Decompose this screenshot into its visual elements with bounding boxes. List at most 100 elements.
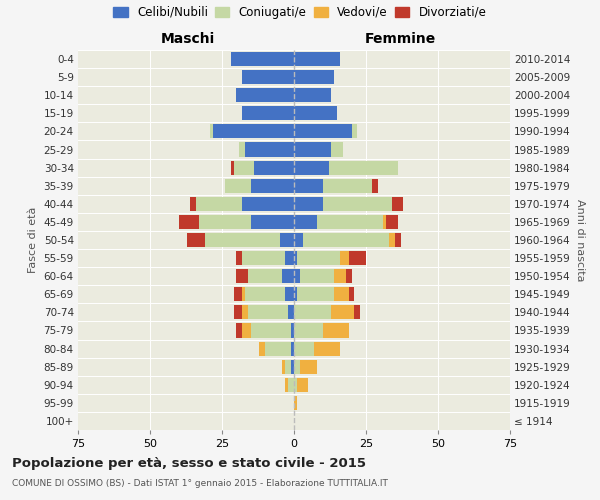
Bar (242, 287, 245, 302)
Bar (349, 251, 366, 265)
Bar (389, 233, 395, 247)
Bar (323, 178, 372, 193)
Bar (280, 233, 294, 247)
Bar (251, 178, 294, 193)
Bar (294, 306, 331, 320)
Bar (248, 269, 283, 283)
Text: Popolazione per età, sesso e stato civile - 2015: Popolazione per età, sesso e stato civil… (12, 458, 366, 470)
Y-axis label: Anni di nascita: Anni di nascita (575, 198, 585, 281)
Bar (236, 251, 242, 265)
Bar (294, 396, 297, 410)
Bar (302, 233, 389, 247)
Bar (294, 142, 331, 156)
Bar (392, 197, 403, 211)
Bar (294, 269, 300, 283)
Bar (254, 160, 294, 174)
Bar (242, 306, 248, 320)
Bar (334, 287, 349, 302)
Bar (294, 124, 352, 138)
Bar (329, 160, 398, 174)
Bar (352, 124, 358, 138)
Bar (294, 251, 297, 265)
Bar (248, 306, 288, 320)
Bar (300, 269, 334, 283)
Bar (297, 287, 334, 302)
Bar (242, 106, 294, 120)
Text: Femmine: Femmine (365, 32, 436, 46)
Bar (283, 360, 286, 374)
Bar (286, 287, 294, 302)
Bar (349, 287, 355, 302)
Bar (239, 142, 245, 156)
Bar (242, 251, 286, 265)
Bar (294, 106, 337, 120)
Bar (286, 378, 288, 392)
Bar (236, 269, 248, 283)
Bar (199, 215, 251, 229)
Y-axis label: Fasce di età: Fasce di età (28, 207, 38, 273)
Bar (251, 215, 294, 229)
Bar (283, 269, 294, 283)
Bar (291, 360, 294, 374)
Bar (242, 197, 294, 211)
Bar (211, 124, 214, 138)
Bar (230, 52, 294, 66)
Bar (251, 324, 291, 338)
Bar (286, 360, 291, 374)
Bar (294, 197, 323, 211)
Bar (386, 215, 398, 229)
Bar (294, 70, 334, 84)
Bar (294, 215, 317, 229)
Text: Maschi: Maschi (160, 32, 215, 46)
Bar (242, 70, 294, 84)
Bar (300, 360, 317, 374)
Bar (225, 178, 251, 193)
Bar (288, 378, 294, 392)
Bar (334, 269, 346, 283)
Bar (323, 197, 392, 211)
Bar (294, 52, 340, 66)
Bar (294, 342, 314, 355)
Bar (294, 378, 297, 392)
Bar (294, 233, 302, 247)
Bar (294, 178, 323, 193)
Bar (294, 360, 300, 374)
Text: COMUNE DI OSSIMO (BS) - Dati ISTAT 1° gennaio 2015 - Elaborazione TUTTITALIA.IT: COMUNE DI OSSIMO (BS) - Dati ISTAT 1° ge… (12, 479, 388, 488)
Legend: Celibi/Nubili, Coniugati/e, Vedovi/e, Divorziati/e: Celibi/Nubili, Coniugati/e, Vedovi/e, Di… (113, 6, 487, 19)
Bar (323, 324, 349, 338)
Bar (340, 251, 349, 265)
Bar (297, 378, 308, 392)
Bar (294, 287, 297, 302)
Bar (297, 251, 340, 265)
Bar (395, 233, 401, 247)
Bar (294, 160, 329, 174)
Bar (245, 142, 294, 156)
Bar (190, 197, 196, 211)
Bar (196, 197, 242, 211)
Bar (294, 88, 331, 102)
Bar (314, 342, 340, 355)
Bar (259, 342, 265, 355)
Bar (233, 160, 254, 174)
Bar (286, 251, 294, 265)
Bar (214, 124, 294, 138)
Bar (233, 306, 242, 320)
Bar (294, 324, 323, 338)
Bar (331, 306, 355, 320)
Bar (242, 324, 251, 338)
Bar (245, 287, 286, 302)
Bar (236, 88, 294, 102)
Bar (331, 142, 343, 156)
Bar (291, 342, 294, 355)
Bar (372, 178, 377, 193)
Bar (346, 269, 352, 283)
Bar (265, 342, 291, 355)
Bar (317, 215, 383, 229)
Bar (355, 306, 360, 320)
Bar (205, 233, 280, 247)
Bar (187, 233, 205, 247)
Bar (230, 160, 233, 174)
Bar (233, 287, 242, 302)
Bar (383, 215, 386, 229)
Bar (236, 324, 242, 338)
